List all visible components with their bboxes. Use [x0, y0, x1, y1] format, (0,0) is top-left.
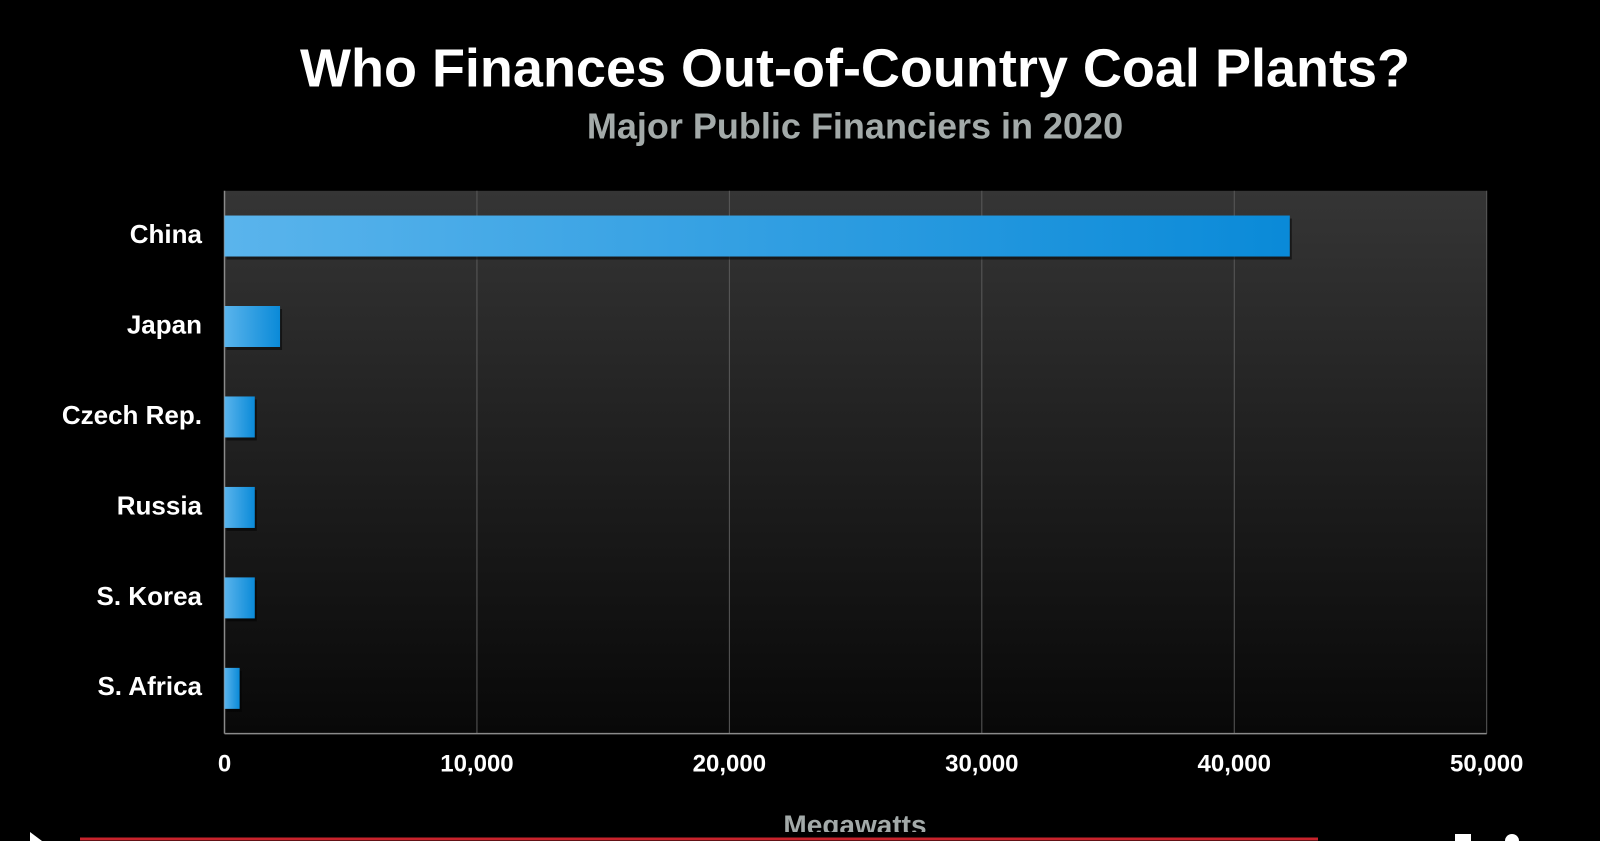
bar — [224, 396, 255, 438]
x-tick-label: 40,000 — [1198, 750, 1271, 777]
chart-subtitle: Major Public Financiers in 2020 — [587, 106, 1123, 147]
y-tick-label: China — [130, 219, 203, 249]
y-tick-label: S. Korea — [97, 581, 203, 611]
y-tick-label: S. Africa — [97, 671, 202, 701]
chart-title: Who Finances Out-of-Country Coal Plants? — [300, 38, 1410, 98]
captions-button[interactable] — [1455, 834, 1471, 841]
x-tick-label: 50,000 — [1450, 750, 1523, 777]
plot-area — [224, 190, 1487, 734]
x-tick-label: 0 — [218, 750, 231, 777]
bar — [224, 215, 1290, 257]
y-tick-label: Czech Rep. — [62, 400, 202, 430]
controls-bar — [0, 832, 1600, 841]
bar — [224, 306, 281, 347]
x-tick-label: 20,000 — [693, 750, 766, 777]
y-tick-label: Japan — [127, 309, 202, 339]
bar — [224, 486, 255, 528]
bar — [224, 577, 255, 619]
video-controls — [0, 832, 1600, 841]
y-tick-label: Russia — [117, 490, 203, 520]
bar — [224, 667, 240, 709]
settings-button[interactable] — [1505, 834, 1519, 841]
x-tick-label: 10,000 — [440, 750, 513, 777]
x-tick-label: 30,000 — [945, 750, 1018, 777]
play-button[interactable] — [30, 832, 42, 841]
